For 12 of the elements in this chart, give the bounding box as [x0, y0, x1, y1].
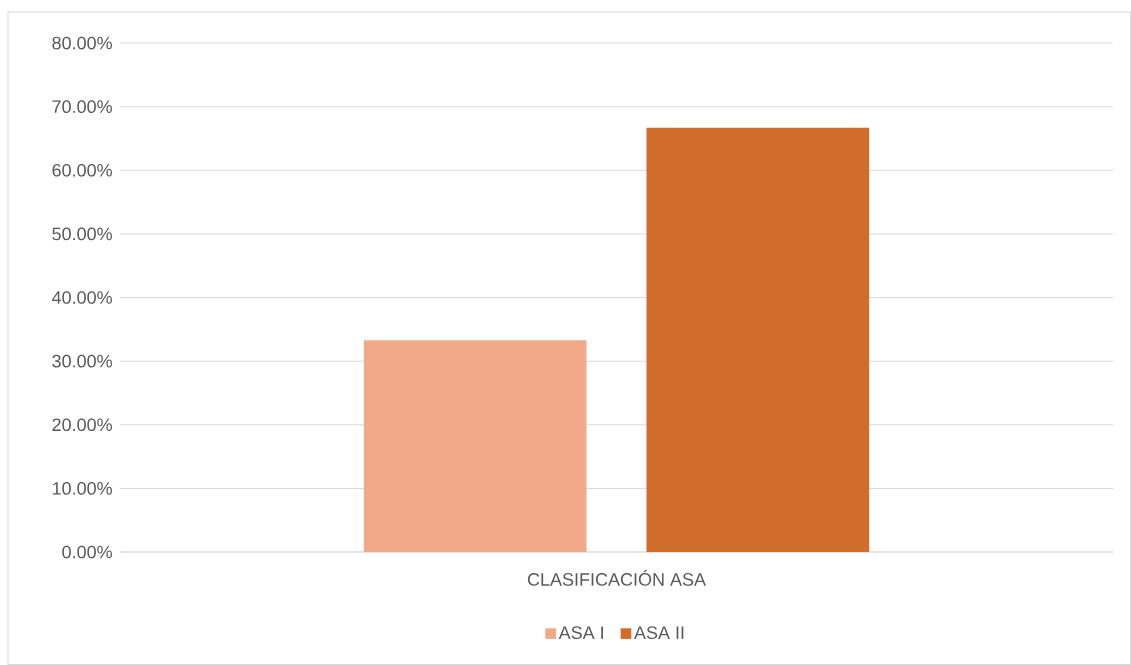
- y-tick-label: 20.00%: [52, 418, 112, 432]
- x-tick-label: CLASIFICACIÓN ASA: [527, 570, 706, 586]
- legend-label: ASA II: [634, 626, 684, 640]
- y-tick-label: 0.00%: [62, 545, 112, 559]
- legend-label: ASA I: [558, 626, 603, 640]
- y-tick-label: 70.00%: [52, 100, 112, 113]
- y-tick-label: 40.00%: [51, 291, 112, 304]
- y-tick-label: 30.00%: [52, 354, 112, 368]
- y-tick-label: 60.00%: [52, 163, 112, 177]
- y-tick-label: 10.00%: [52, 482, 112, 495]
- y-tick-label: 80.00%: [52, 36, 112, 50]
- y-tick-label: 50.00%: [52, 227, 112, 241]
